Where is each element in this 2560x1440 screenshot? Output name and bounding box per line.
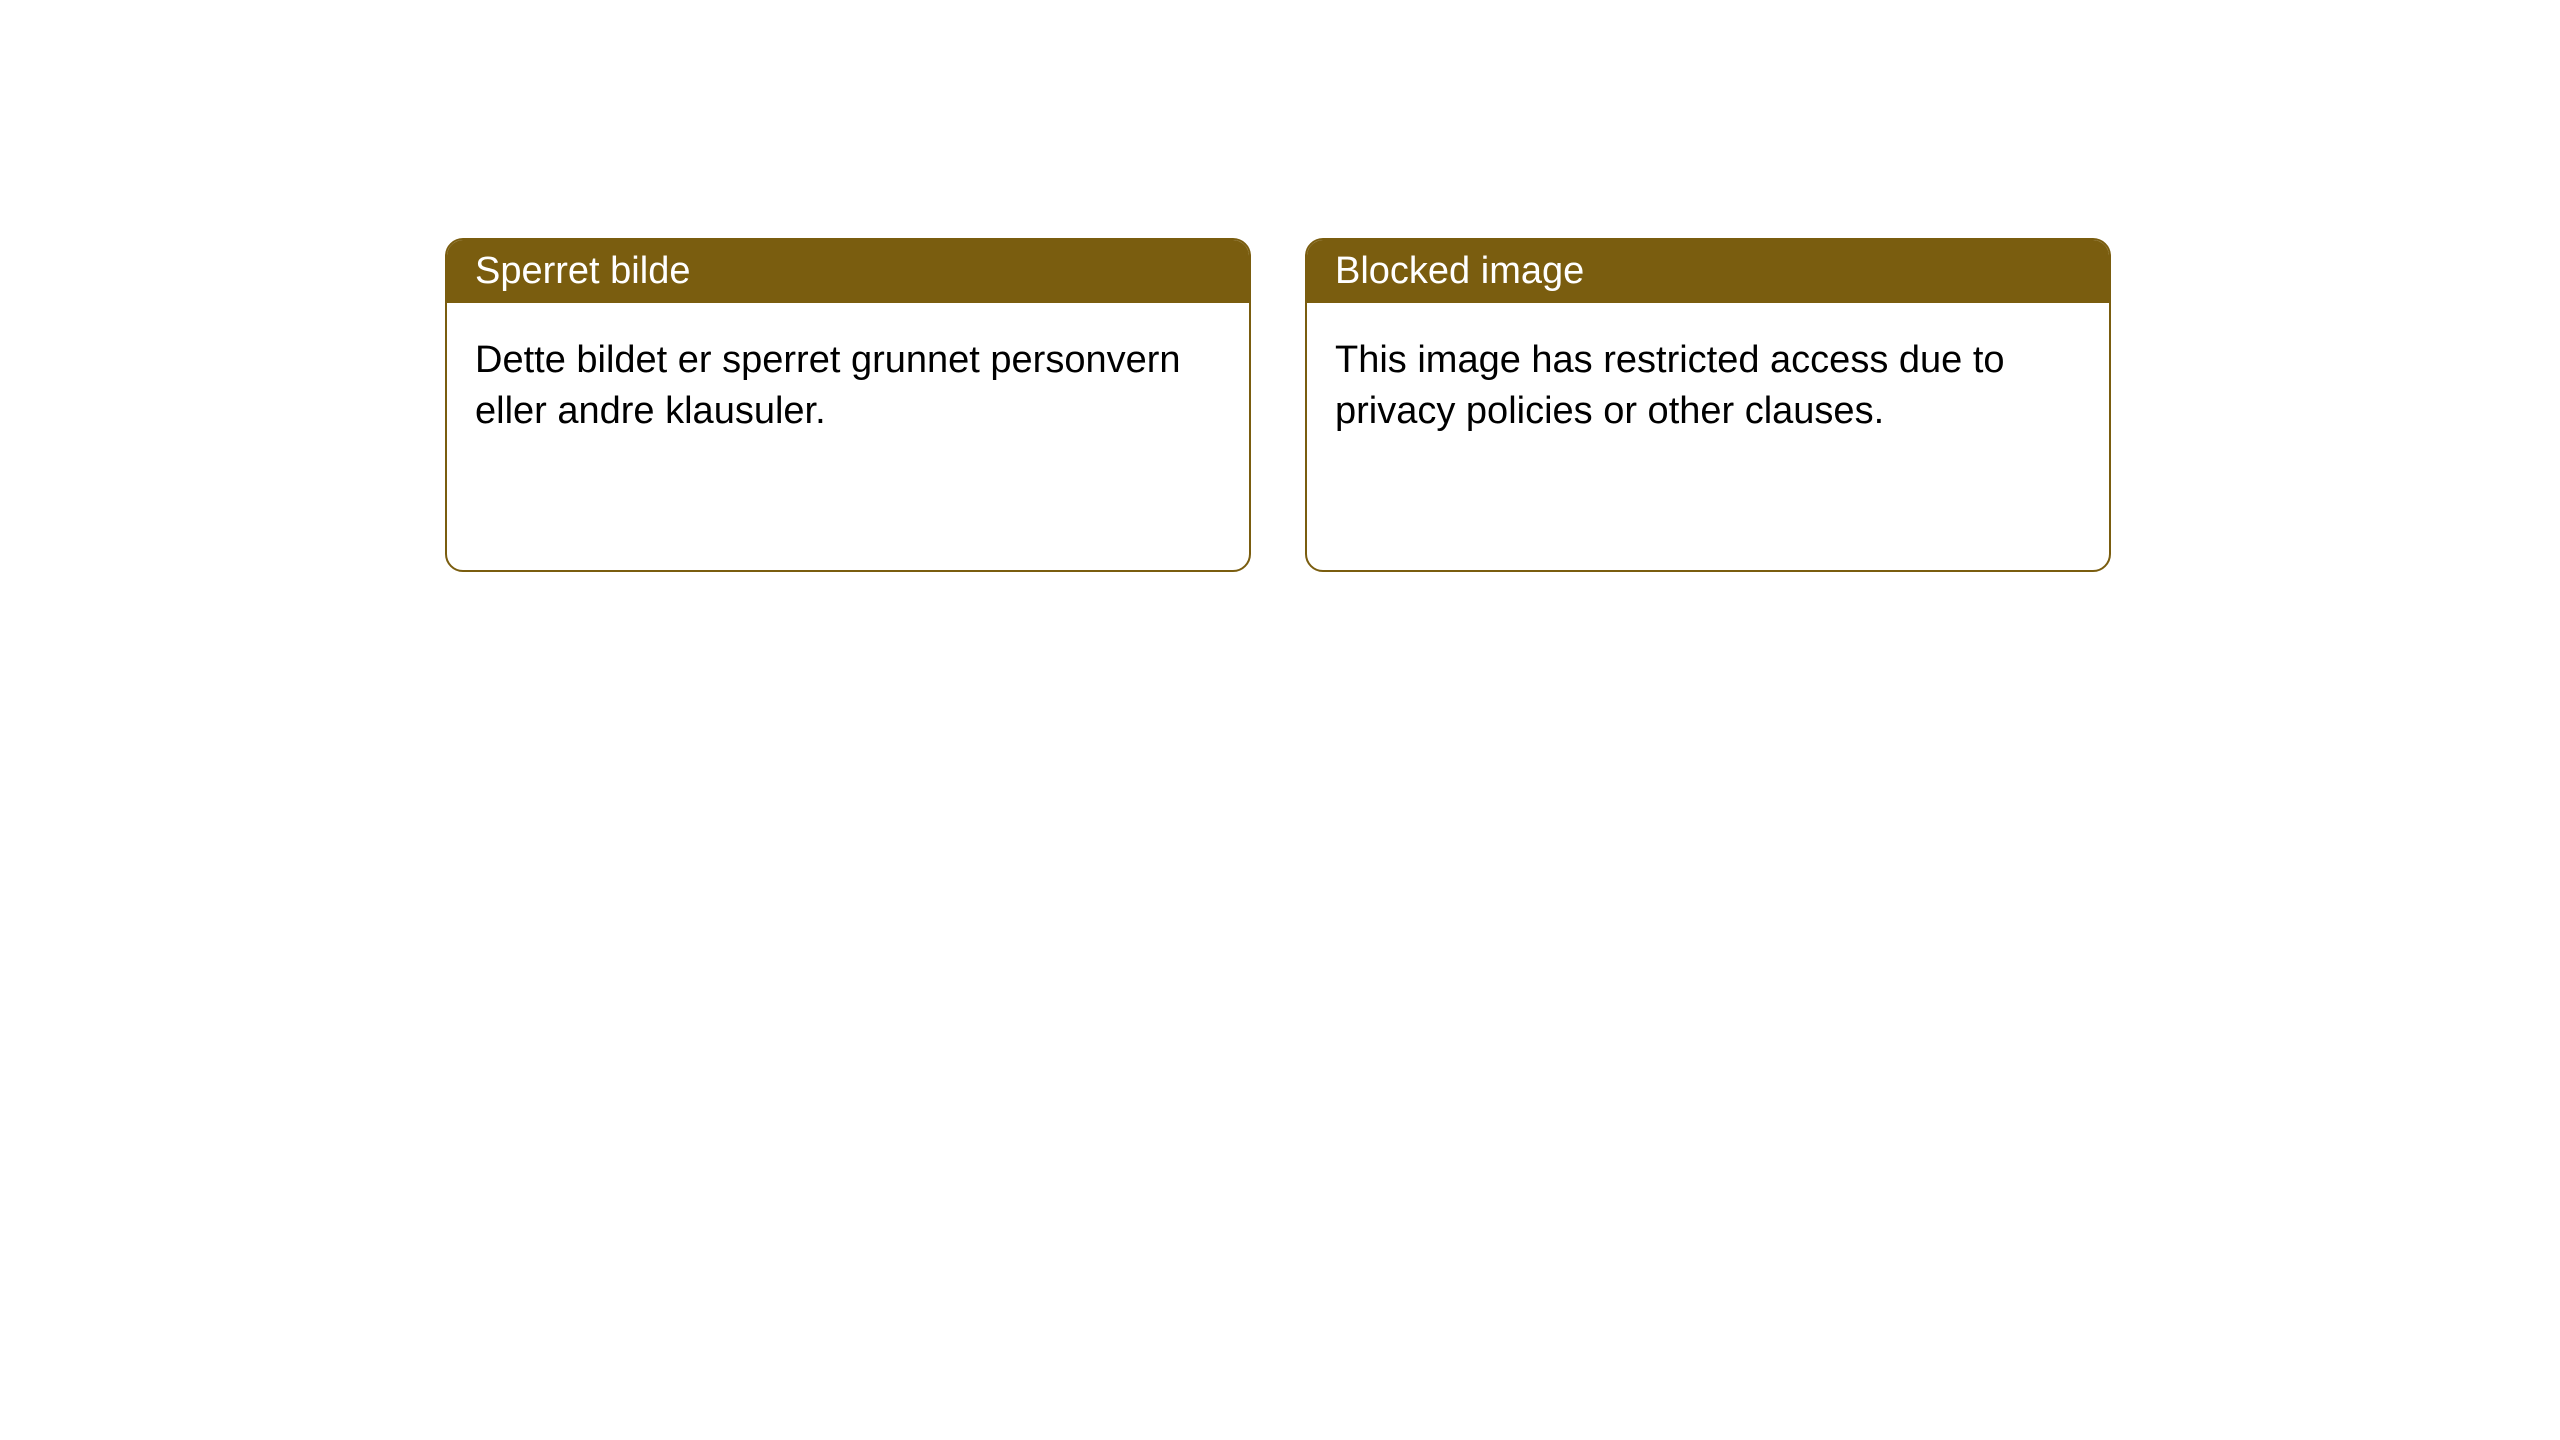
notice-container: Sperret bilde Dette bildet er sperret gr… [0,0,2560,572]
blocked-image-card-norwegian: Sperret bilde Dette bildet er sperret gr… [445,238,1251,572]
card-title: Sperret bilde [475,250,690,292]
card-header: Sperret bilde [447,240,1249,303]
card-body-text: This image has restricted access due to … [1335,339,2005,432]
blocked-image-card-english: Blocked image This image has restricted … [1305,238,2111,572]
card-header: Blocked image [1307,240,2109,303]
card-body: Dette bildet er sperret grunnet personve… [447,303,1249,470]
card-title: Blocked image [1335,250,1584,292]
card-body-text: Dette bildet er sperret grunnet personve… [475,339,1181,432]
card-body: This image has restricted access due to … [1307,303,2109,470]
